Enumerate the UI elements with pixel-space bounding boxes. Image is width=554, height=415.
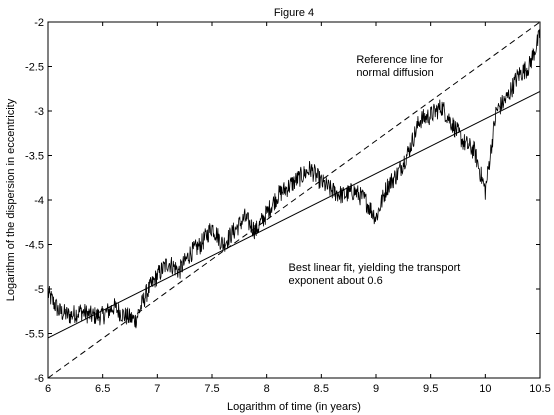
- y-tick-label: -5: [34, 284, 44, 296]
- y-tick-label: -5.5: [25, 329, 44, 341]
- x-tick-label: 8: [264, 383, 270, 395]
- x-axis-ticks: 6 6.5 7 7.5 8 8.5 9 9.5 10 10.5: [45, 22, 551, 395]
- y-tick-label: -4: [34, 195, 44, 207]
- dispersion-series-line: [47, 29, 541, 329]
- annotation-best-fit-text-2: exponent about 0.6: [289, 275, 383, 287]
- x-tick-label: 9.5: [423, 383, 438, 395]
- annotation-reference-line-text-2: normal diffusion: [356, 67, 433, 79]
- y-tick-label: -2: [34, 17, 44, 29]
- annotation-reference-line-text-1: Reference line for: [356, 54, 443, 66]
- x-tick-label: 6.5: [95, 383, 110, 395]
- reference-line-dashed: [47, 21, 541, 379]
- x-tick-label: 10: [479, 383, 491, 395]
- x-axis-label: Logarithm of time (in years): [227, 401, 361, 413]
- y-tick-label: -3: [34, 106, 44, 118]
- x-tick-label: 9: [373, 383, 379, 395]
- x-tick-label: 6: [45, 383, 51, 395]
- y-tick-label: -2.5: [25, 62, 44, 74]
- y-tick-label: -3.5: [25, 151, 44, 163]
- annotation-reference-line: Reference line for normal diffusion: [356, 54, 443, 79]
- y-axis-label: Logarithm of the dispersion in eccentric…: [5, 98, 17, 301]
- chart-title: Figure 4: [274, 7, 314, 19]
- annotation-best-fit-text-1: Best linear fit, yielding the transport: [289, 262, 461, 274]
- best-fit-line: [47, 90, 541, 339]
- x-tick-label: 7: [154, 383, 160, 395]
- x-tick-label: 10.5: [529, 383, 550, 395]
- y-tick-label: -4.5: [25, 240, 44, 252]
- annotation-best-fit: Best linear fit, yielding the transport …: [289, 262, 461, 287]
- x-tick-label: 8.5: [314, 383, 329, 395]
- series-layer: [47, 21, 541, 379]
- y-axis-ticks: -6 -5.5 -5 -4.5 -4 -3.5 -3 -2.5 -2: [25, 17, 540, 385]
- x-tick-label: 7.5: [204, 383, 219, 395]
- y-tick-label: -6: [34, 373, 44, 385]
